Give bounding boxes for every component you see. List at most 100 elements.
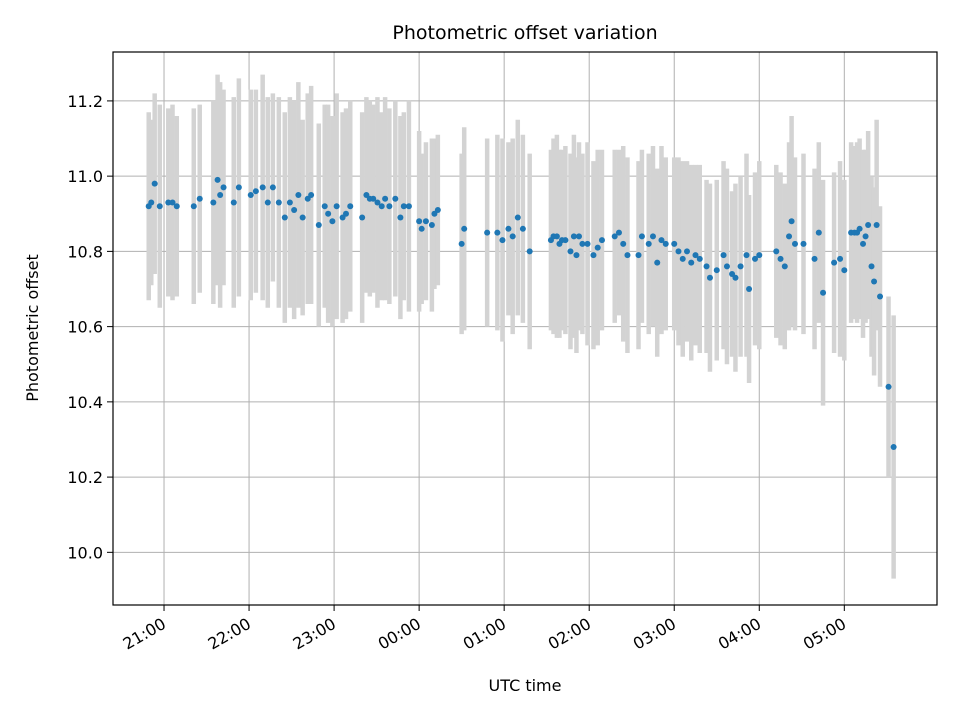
data-point — [148, 199, 155, 206]
data-point — [286, 199, 293, 206]
data-point — [428, 222, 435, 229]
data-point — [567, 248, 574, 255]
data-point — [269, 184, 276, 191]
data-point — [461, 225, 468, 232]
data-point — [575, 233, 582, 240]
data-point — [165, 199, 172, 206]
y-tick-label: 10.6 — [67, 318, 103, 337]
data-point — [573, 252, 580, 259]
data-point — [499, 237, 506, 244]
data-point — [713, 267, 720, 274]
data-point — [696, 255, 703, 262]
data-point — [620, 240, 627, 247]
data-point — [773, 248, 780, 255]
data-point — [259, 184, 266, 191]
data-point — [333, 203, 340, 210]
data-point — [862, 233, 869, 240]
data-point — [505, 225, 512, 232]
data-point — [214, 176, 221, 183]
data-point — [275, 199, 282, 206]
data-point — [720, 252, 727, 259]
data-point — [416, 218, 423, 225]
data-point — [514, 214, 521, 221]
data-point — [247, 191, 254, 198]
data-point — [299, 214, 306, 221]
data-point — [359, 214, 366, 221]
data-point — [347, 203, 354, 210]
data-point — [579, 240, 586, 247]
data-point — [890, 444, 897, 450]
data-point — [370, 195, 377, 202]
data-point — [329, 218, 336, 225]
data-point — [746, 286, 753, 292]
y-tick-label: 10.4 — [67, 393, 103, 412]
data-point — [837, 255, 844, 262]
data-point — [723, 263, 730, 270]
data-point — [235, 184, 242, 191]
data-point — [594, 244, 601, 251]
chart-title: Photometric offset variation — [392, 22, 657, 44]
y-tick-label: 10.2 — [67, 468, 103, 487]
data-point — [615, 229, 622, 236]
data-point — [553, 233, 560, 240]
data-point — [315, 222, 322, 229]
data-point — [624, 252, 631, 259]
data-point — [392, 195, 399, 202]
data-point — [308, 191, 315, 198]
data-point — [382, 195, 389, 202]
plot-frame — [112, 51, 938, 606]
data-point — [865, 222, 872, 229]
data-point — [519, 225, 526, 232]
data-point — [800, 240, 807, 247]
data-point — [675, 248, 682, 255]
data-point — [598, 237, 605, 244]
y-tick-label: 10.0 — [67, 543, 103, 562]
data-point — [654, 259, 661, 266]
data-point — [873, 222, 880, 229]
data-point — [635, 252, 642, 259]
data-point — [434, 207, 441, 213]
data-point — [196, 195, 203, 202]
data-point — [885, 383, 892, 390]
data-point — [570, 233, 577, 240]
data-point — [562, 237, 569, 244]
data-point — [820, 289, 827, 296]
data-point — [252, 188, 259, 195]
data-point — [658, 237, 665, 244]
data-point — [169, 199, 176, 206]
data-point — [841, 267, 848, 274]
data-point — [638, 233, 645, 240]
data-point — [386, 203, 393, 210]
data-point — [868, 263, 875, 270]
data-point — [703, 263, 710, 270]
data-point — [732, 274, 739, 281]
data-point — [281, 214, 288, 221]
data-point — [877, 293, 884, 300]
data-point — [777, 255, 784, 262]
data-point — [788, 218, 795, 225]
data-point — [405, 203, 412, 210]
data-point — [683, 248, 690, 255]
data-point — [791, 240, 798, 247]
data-point — [156, 203, 163, 210]
data-point — [786, 233, 793, 240]
data-point — [190, 203, 197, 210]
y-axis: 10.0 10.2 10.4 10.6 10.8 11.0 11.2 — [67, 92, 113, 562]
data-point — [815, 229, 822, 236]
data-point — [151, 180, 158, 187]
data-point — [860, 240, 867, 247]
data-point — [400, 203, 407, 210]
data-point — [752, 255, 759, 262]
data-point — [494, 229, 501, 236]
data-point — [679, 255, 686, 262]
data-point — [397, 214, 404, 221]
data-point — [662, 240, 669, 247]
data-point — [217, 191, 224, 198]
data-point — [584, 240, 591, 247]
data-point — [645, 240, 652, 247]
data-point — [264, 199, 271, 206]
data-point — [526, 248, 533, 255]
data-point — [590, 252, 597, 259]
data-point — [374, 199, 381, 206]
